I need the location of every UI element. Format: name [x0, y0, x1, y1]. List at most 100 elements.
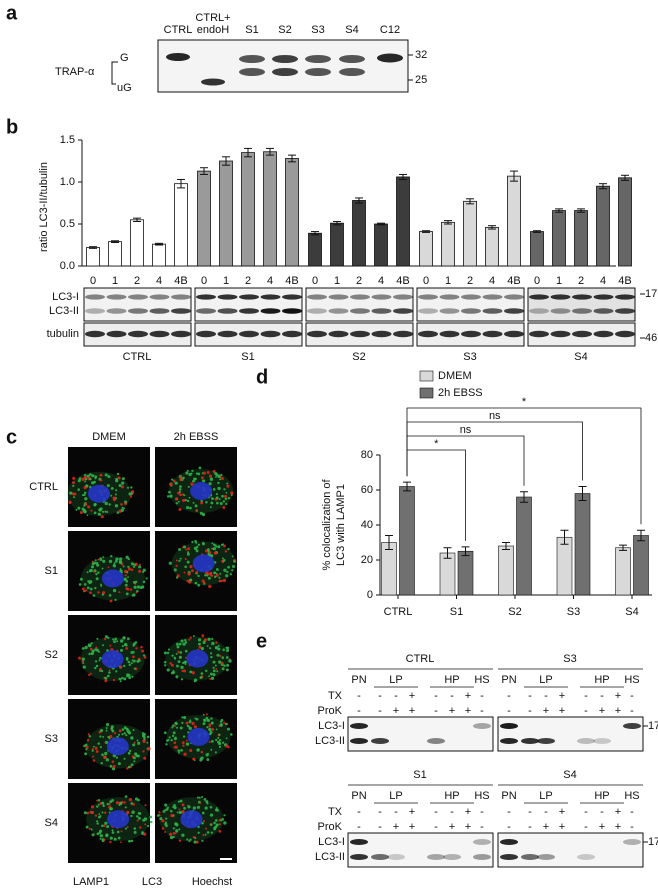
- panel-label: b: [6, 116, 18, 138]
- dot: [225, 574, 229, 578]
- dot: [216, 501, 219, 505]
- treatment-sign: -: [630, 806, 634, 818]
- dot: [108, 671, 111, 674]
- treatment-sign: +: [409, 690, 415, 702]
- treatment-sign: -: [507, 690, 511, 702]
- dot: [133, 760, 136, 763]
- band: [439, 308, 460, 314]
- column-header: HP: [444, 674, 459, 686]
- dot: [214, 819, 218, 822]
- treatment-sign: +: [465, 690, 471, 702]
- dot: [172, 479, 176, 483]
- dot: [113, 837, 117, 841]
- dot: [133, 580, 136, 584]
- x-tick-label: S3: [567, 606, 580, 618]
- dot: [164, 803, 168, 807]
- dot: [198, 642, 201, 646]
- treatment-sign: -: [378, 690, 382, 702]
- bar: [174, 183, 188, 267]
- scale-bar: [220, 858, 232, 860]
- dot: [113, 640, 116, 644]
- dot: [185, 471, 189, 475]
- dot: [97, 650, 100, 653]
- error-bar: [89, 246, 97, 249]
- error-bar: [466, 198, 474, 205]
- dot: [208, 482, 212, 486]
- treatment-sign: -: [394, 806, 398, 818]
- treatment-sign: +: [409, 806, 415, 818]
- marker-label: 17: [648, 720, 658, 732]
- bar: [219, 160, 233, 267]
- dot: [221, 667, 225, 671]
- dot: [222, 558, 226, 562]
- treatment-sign: +: [393, 705, 399, 717]
- dot: [184, 649, 188, 653]
- dot: [211, 497, 214, 500]
- dot: [186, 469, 189, 472]
- column-header: PN: [351, 674, 366, 686]
- dot: [78, 583, 82, 586]
- dot: [189, 838, 192, 841]
- dot: [181, 716, 184, 719]
- dot: [197, 543, 200, 546]
- dot: [130, 763, 134, 767]
- dot: [90, 642, 93, 645]
- treatment-sign: +: [543, 821, 549, 833]
- dot: [198, 645, 202, 649]
- dot: [189, 506, 192, 510]
- band: [418, 308, 438, 314]
- lane-label: S4: [345, 24, 359, 36]
- dot: [83, 504, 86, 507]
- nucleus: [190, 482, 213, 501]
- dot: [97, 558, 100, 561]
- dot: [145, 577, 148, 580]
- nucleus: [192, 554, 215, 573]
- blot: [347, 716, 494, 752]
- band: [461, 308, 481, 314]
- dot: [228, 659, 232, 663]
- dot: [193, 546, 198, 550]
- dot: [179, 557, 182, 560]
- dot: [91, 749, 94, 752]
- dot: [227, 565, 230, 569]
- dot: [210, 547, 213, 550]
- dot: [92, 594, 96, 597]
- x-tick-label: 1: [112, 275, 118, 287]
- dot: [222, 578, 227, 583]
- dot: [141, 649, 145, 653]
- dot: [102, 556, 105, 559]
- dot: [195, 840, 199, 844]
- band: [282, 294, 302, 300]
- treatment-sign: -: [528, 690, 532, 702]
- dot: [97, 742, 100, 745]
- dot: [164, 822, 168, 826]
- dot: [217, 734, 220, 737]
- error-bar: [399, 173, 407, 180]
- micrograph: [155, 531, 237, 611]
- dot: [169, 482, 173, 487]
- dot: [174, 725, 177, 728]
- dot: [178, 751, 180, 754]
- dot: [91, 649, 95, 653]
- micrograph: [155, 783, 237, 863]
- dot: [101, 801, 105, 805]
- dot: [88, 827, 91, 830]
- dot: [94, 648, 97, 651]
- treatment-sign: -: [434, 821, 438, 833]
- dot: [161, 827, 165, 830]
- dot: [111, 760, 115, 763]
- error-bar: [461, 546, 470, 557]
- dot: [125, 647, 129, 650]
- dot: [147, 824, 150, 828]
- dot: [175, 830, 178, 833]
- dot: [219, 572, 222, 575]
- dot: [85, 748, 88, 751]
- dot: [132, 728, 135, 732]
- dot: [103, 755, 107, 759]
- nucleus: [106, 737, 129, 756]
- dot: [214, 544, 217, 547]
- dot: [225, 668, 229, 672]
- dot: [108, 503, 111, 506]
- dot: [209, 813, 214, 817]
- dot: [110, 727, 114, 730]
